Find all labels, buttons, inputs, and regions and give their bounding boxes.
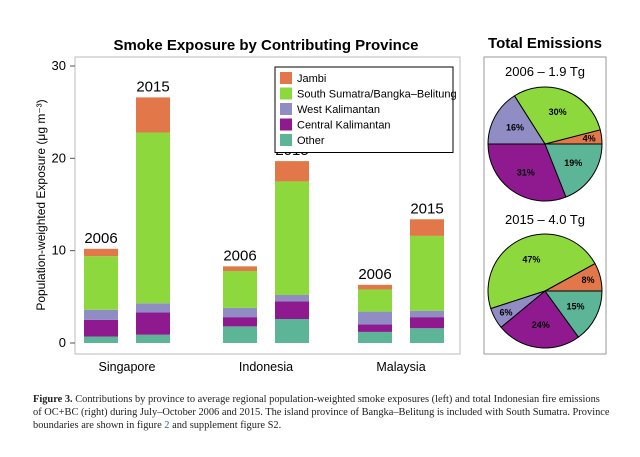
legend-box xyxy=(274,66,454,153)
figure-caption: Figure 3. Contributions by province to a… xyxy=(33,393,611,433)
pie-slice-label: 31% xyxy=(517,167,535,177)
pie-slice xyxy=(513,86,601,145)
pie-slice-label: 16% xyxy=(506,123,524,133)
pie-slice-label: 19% xyxy=(564,158,582,168)
bar-year-label: 2006 xyxy=(223,247,256,264)
bar-segment xyxy=(84,319,118,337)
caption-label: Figure 3. xyxy=(33,394,73,405)
pie-slice xyxy=(544,143,603,198)
legend-label: West Kalimantan xyxy=(297,104,380,116)
bar-segment xyxy=(223,270,257,308)
pie-slice xyxy=(487,143,567,202)
x-tick-label: Singapore xyxy=(99,360,156,374)
bar-segment xyxy=(275,161,309,182)
x-tick-label: Malaysia xyxy=(376,360,425,374)
pie-slice-label: 47% xyxy=(522,255,540,265)
pie-slice xyxy=(487,233,596,310)
caption-text: Contributions by province to average reg… xyxy=(33,394,610,432)
bar-chart-title: Smoke Exposure by Contributing Province xyxy=(113,37,418,54)
bar-segment xyxy=(136,334,170,343)
bar-segment xyxy=(275,301,309,319)
pie-slice-label: 6% xyxy=(500,307,513,317)
legend-label: South Sumatra/Bangka–Belitung xyxy=(297,89,457,101)
bar-segment xyxy=(358,324,392,332)
pie-slice-label: 30% xyxy=(549,107,567,117)
caption-figure-link[interactable]: 2 xyxy=(164,420,170,432)
bar-segment xyxy=(223,326,257,343)
bar-segment xyxy=(410,310,444,318)
pie-panel-border xyxy=(483,56,607,355)
bar-segment xyxy=(223,266,257,271)
bar-segment xyxy=(358,311,392,325)
bar-segment xyxy=(84,336,118,343)
bar-segment xyxy=(223,307,257,318)
bar-segment xyxy=(275,181,309,295)
bar-segment xyxy=(136,312,170,335)
bar-segment xyxy=(358,289,392,312)
x-tick-label: Indonesia xyxy=(239,360,293,374)
pie-slice xyxy=(500,290,580,349)
bar-segment xyxy=(136,303,170,313)
bar-year-label: 2006 xyxy=(358,266,391,283)
bar-segment xyxy=(84,256,118,310)
legend-label: Central Kalimantan xyxy=(297,120,391,132)
pie-slice xyxy=(487,95,546,145)
pie-slice-label: 8% xyxy=(582,275,595,285)
bar-year-label: 2015 xyxy=(410,200,443,217)
legend-swatch xyxy=(280,72,292,84)
pie-slice xyxy=(544,290,603,338)
pie-slice-label: 15% xyxy=(566,302,584,312)
bar-segment xyxy=(358,331,392,343)
y-tick-label: 10 xyxy=(52,243,66,258)
bar-segment xyxy=(275,318,309,343)
bar-segment xyxy=(84,248,118,257)
bar-segment xyxy=(410,328,444,343)
legend-swatch xyxy=(280,103,292,115)
legend-swatch xyxy=(280,87,292,100)
legend-label: Jambi xyxy=(297,73,326,85)
bar-segment xyxy=(223,317,257,327)
legend: Jambi South Sumatra/Bangka–Belitung West K… xyxy=(274,66,457,153)
legend-swatch xyxy=(280,134,292,146)
bar-segment xyxy=(410,317,444,329)
bar-plot-border xyxy=(74,56,461,355)
bar-year-label: 2006 xyxy=(84,230,117,247)
bar-segment xyxy=(358,284,392,290)
pie-subtitle: 2006 – 1.9 Tg xyxy=(505,64,585,79)
caption-text-end: and supplement figure S2. xyxy=(169,420,282,432)
legend-swatch xyxy=(280,118,292,131)
bar-segment xyxy=(136,132,170,304)
bar-segment xyxy=(410,219,444,236)
bar-segment xyxy=(84,309,118,320)
pie-subtitle: 2015 – 4.0 Tg xyxy=(505,212,585,227)
y-tick-label: 20 xyxy=(52,150,66,165)
y-axis-label: Population-weighted Exposure (μg m⁻³) xyxy=(34,99,48,310)
pie-chart-title: Total Emissions xyxy=(488,35,602,52)
bar-segment xyxy=(410,235,444,311)
pie-slice-label: 4% xyxy=(583,133,596,143)
bar-year-label: 2015 xyxy=(136,78,169,95)
bar-segment xyxy=(275,294,309,302)
y-tick-label: 0 xyxy=(59,335,66,350)
bar-segment xyxy=(136,97,170,133)
y-tick-label: 30 xyxy=(52,58,66,73)
pie-slice-label: 24% xyxy=(532,320,550,330)
legend-label: Other xyxy=(297,135,325,147)
